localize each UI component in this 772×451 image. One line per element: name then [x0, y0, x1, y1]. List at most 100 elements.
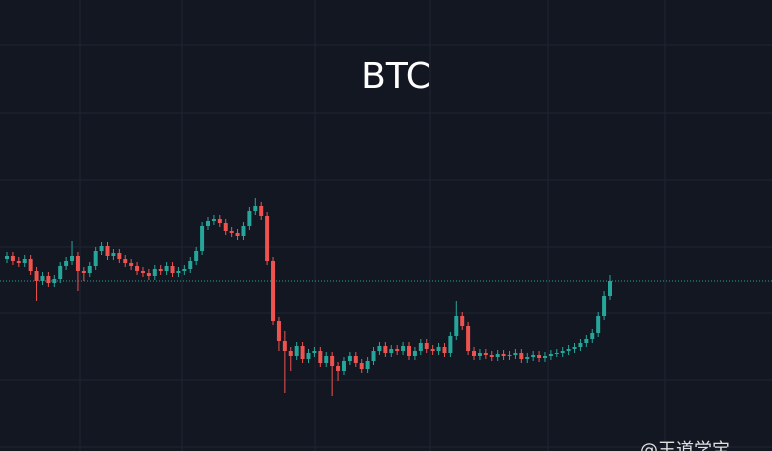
candle-body: [347, 356, 352, 361]
candle-body: [282, 341, 287, 351]
candle-body: [542, 356, 547, 358]
candle-body: [602, 296, 607, 316]
watermark: @王道学宝: [640, 440, 730, 451]
candle-body: [507, 355, 512, 356]
candle-body: [211, 219, 216, 221]
candle-body: [359, 363, 364, 369]
candle-body: [548, 354, 553, 356]
candle-body: [200, 226, 205, 251]
candle-body: [584, 339, 589, 343]
candle-body: [16, 261, 21, 263]
candle-body: [454, 316, 459, 336]
candle-body: [70, 256, 75, 261]
candle-body: [430, 349, 435, 351]
candle-body: [34, 271, 39, 281]
candle-body: [395, 349, 400, 351]
candle-body: [129, 263, 134, 266]
candle-body: [271, 261, 276, 321]
candle-body: [146, 273, 151, 276]
candle-body: [483, 353, 488, 355]
candle-body: [253, 206, 258, 211]
candle-body: [383, 346, 388, 353]
candle-body: [578, 343, 583, 347]
candle-body: [353, 356, 358, 363]
candle-body: [407, 346, 411, 356]
candle-body: [300, 346, 305, 359]
candle-body: [111, 253, 116, 256]
candle-body: [135, 266, 140, 271]
candle-body: [206, 221, 210, 226]
candle-body: [158, 269, 163, 271]
candle-body: [52, 279, 57, 283]
candle-body: [10, 256, 15, 261]
candle-body: [401, 346, 406, 351]
candle-body: [365, 361, 370, 369]
candle-body: [336, 366, 341, 371]
candle-body: [608, 281, 612, 296]
candle-body: [81, 271, 86, 273]
candle-body: [294, 346, 299, 356]
candle-body: [531, 355, 536, 357]
candle-body: [40, 276, 45, 281]
candle-body: [5, 256, 9, 259]
candle-body: [64, 261, 69, 266]
candle-body: [466, 326, 471, 351]
candle-body: [513, 353, 518, 355]
candle-body: [442, 347, 447, 353]
candle-body: [164, 266, 169, 271]
candle-body: [259, 206, 264, 216]
candle-body: [477, 353, 482, 356]
candle-body: [312, 351, 317, 353]
candle-body: [241, 226, 246, 236]
candle-body: [276, 321, 281, 341]
candle-body: [99, 246, 104, 251]
candle-body: [560, 351, 565, 353]
candle-body: [418, 343, 423, 351]
candle-body: [188, 261, 193, 269]
candle-body: [566, 349, 571, 351]
candle-body: [123, 259, 128, 263]
candle-body: [460, 316, 465, 326]
candle-body: [489, 355, 494, 357]
candle-body: [46, 276, 51, 283]
candle-body: [501, 354, 506, 356]
candle-body: [170, 266, 175, 273]
candle-body: [265, 216, 270, 261]
candle-body: [229, 231, 234, 233]
candle-body: [58, 266, 63, 279]
candle-body: [377, 346, 382, 351]
candle-body: [596, 316, 601, 333]
candle-body: [117, 253, 122, 259]
candle-body: [235, 233, 240, 236]
candle-body: [140, 271, 145, 273]
candle-body: [223, 223, 228, 231]
candle-body: [572, 347, 577, 349]
candle-body: [93, 251, 98, 266]
candle-body: [424, 343, 429, 349]
candle-body: [590, 333, 595, 339]
candle-body: [28, 259, 33, 271]
candle-body: [341, 361, 346, 371]
candle-body: [247, 211, 252, 226]
candle-body: [472, 351, 477, 356]
candle-body: [318, 351, 323, 363]
candle-body: [525, 357, 530, 359]
candle-body: [306, 353, 311, 359]
candle-body: [554, 353, 559, 354]
candle-body: [519, 353, 524, 359]
candle-body: [182, 269, 187, 271]
candle-body: [176, 271, 181, 273]
candle-body: [75, 256, 80, 271]
candle-body: [412, 351, 417, 356]
candle-body: [389, 349, 394, 353]
candle-body: [330, 356, 335, 366]
candle-body: [105, 246, 110, 256]
chart-title: BTC: [361, 56, 431, 97]
candle-body: [371, 351, 376, 361]
candle-body: [324, 356, 329, 363]
candle-body: [495, 354, 500, 357]
candle-body: [152, 269, 157, 276]
candle-body: [22, 259, 27, 263]
